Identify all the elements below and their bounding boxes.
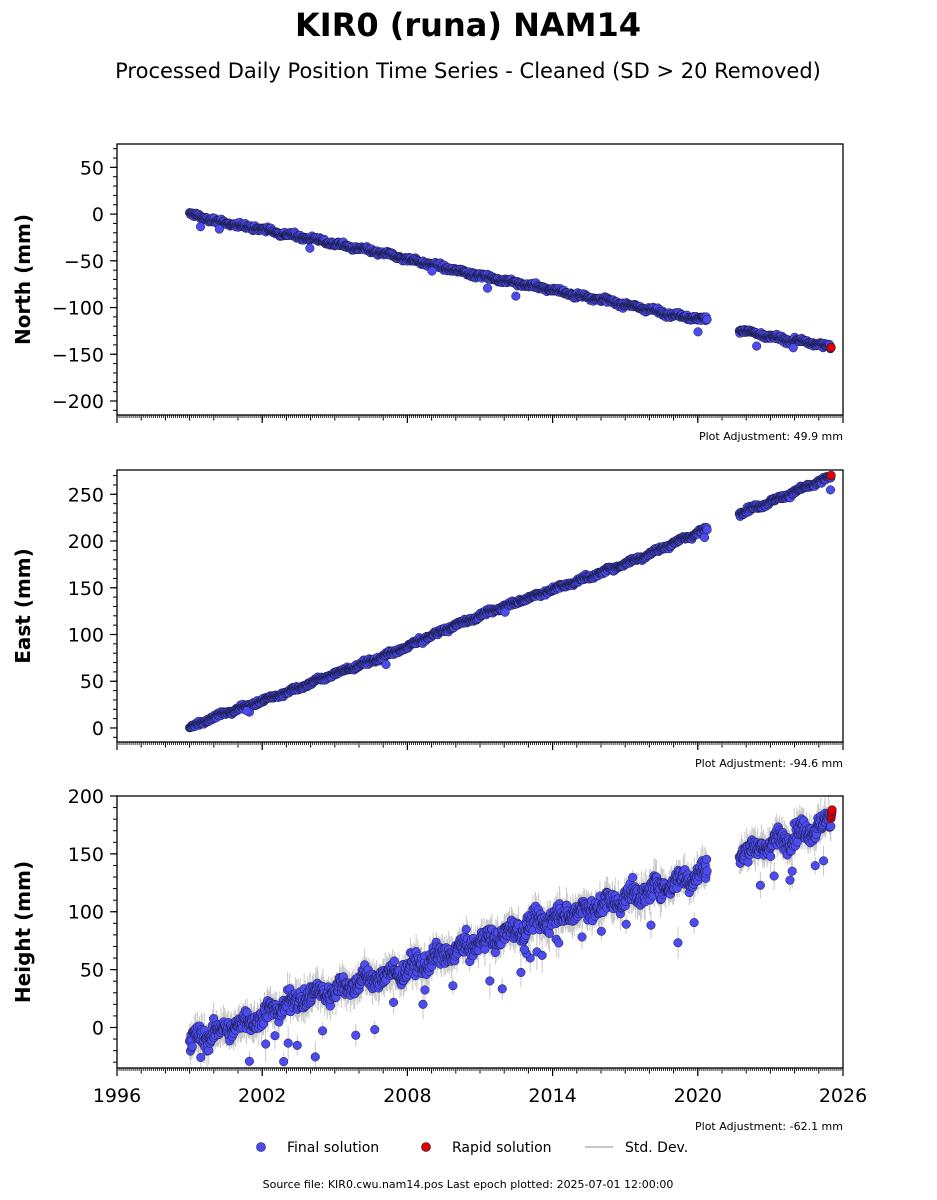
final-solution-point bbox=[195, 222, 206, 232]
final-solution-point bbox=[427, 266, 437, 276]
final-solution-point bbox=[702, 314, 712, 325]
panel-data bbox=[185, 470, 836, 733]
final-solution-point bbox=[305, 243, 315, 253]
final-solution-point bbox=[482, 283, 493, 293]
final-solution-point bbox=[788, 343, 798, 353]
final-solution-point bbox=[511, 291, 521, 301]
panels: 50 0 −50 −100 −150 −200 North (mm) Plot Adjustm… bbox=[11, 143, 867, 1133]
final-solution-point bbox=[693, 327, 703, 337]
final-solution-point bbox=[214, 224, 224, 234]
y-tick-label: −200 bbox=[52, 391, 104, 413]
y-tick-label: 50 bbox=[80, 157, 104, 179]
y-tick-label: −150 bbox=[52, 344, 104, 366]
y-axis-label: North (mm) bbox=[11, 214, 35, 345]
final-solution-point bbox=[752, 341, 762, 351]
y-tick-label: −50 bbox=[64, 251, 104, 273]
y-tick-label: 0 bbox=[92, 204, 104, 226]
plot-adjustment-note: Plot Adjustment: 49.9 mm bbox=[699, 430, 843, 443]
chart-title: KIR0 (runa) NAM14 bbox=[295, 6, 641, 44]
final-points bbox=[185, 208, 836, 354]
final-points bbox=[185, 471, 836, 733]
panel-data bbox=[185, 208, 836, 354]
rapid-points bbox=[826, 342, 836, 353]
y-tick-label: −100 bbox=[52, 298, 104, 320]
panel-1: 50 0 −50 −100 −150 −200 North (mm) Plot Adjustm… bbox=[11, 143, 844, 443]
chart-subtitle: Processed Daily Position Time Series - C… bbox=[115, 59, 821, 83]
rapid-solution-point bbox=[826, 342, 836, 352]
